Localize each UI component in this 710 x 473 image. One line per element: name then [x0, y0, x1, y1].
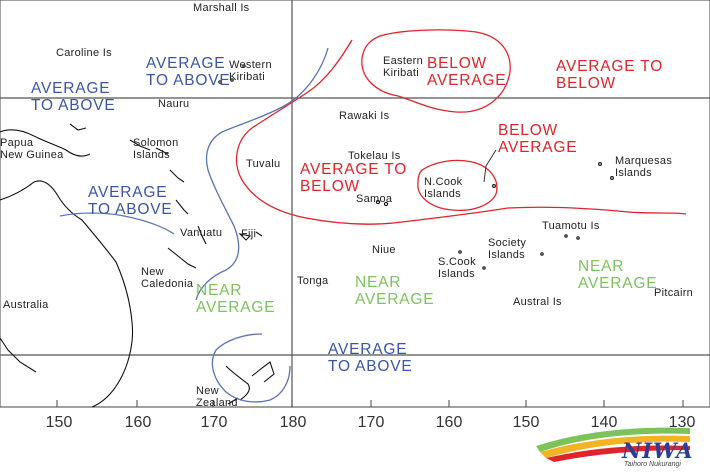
axis-tick-label: 160: [124, 414, 152, 431]
label-nauru: Nauru: [158, 98, 190, 110]
pointer-line: [483, 149, 497, 183]
region-below-average: BELOW AVERAGE: [427, 55, 507, 89]
label-caroline: Caroline Is: [56, 47, 112, 59]
label-pitcairn: Pitcairn: [654, 287, 694, 299]
region-average-to-above: AVERAGE TO ABOVE: [146, 55, 231, 89]
region-average-to-above: AVERAGE TO ABOVE: [88, 184, 173, 218]
label-marquesas: Marquesas Islands: [615, 155, 673, 179]
label-tonga: Tonga: [297, 275, 329, 287]
blue-contours: [59, 47, 329, 403]
label-tuamotu: Tuamotu Is: [542, 220, 600, 232]
label-new-caledonia: New Caledonia: [141, 266, 194, 290]
axis-tick-label: 160: [435, 414, 463, 431]
label-samoa: Samoa: [356, 193, 393, 205]
region-near-average: NEAR AVERAGE: [578, 258, 658, 292]
label-vanuatu: Vanuatu: [180, 227, 223, 239]
niwa-swoosh: [536, 427, 690, 462]
red-contours: [235, 29, 687, 225]
label-solomon: Solomon Islands: [133, 137, 179, 161]
label-n-cook: N.Cook Islands: [424, 176, 463, 200]
region-average-to-below: AVERAGE TO BELOW: [556, 58, 664, 92]
map-frame: [0, 0, 710, 408]
axis-ticks: [56, 400, 684, 407]
label-tuvalu: Tuvalu: [246, 158, 281, 170]
region-near-average: NEAR AVERAGE: [355, 274, 435, 308]
axis-tick-label: 150: [45, 414, 73, 431]
region-below-average: BELOW AVERAGE: [498, 122, 578, 156]
label-s-cook: S.Cook Islands: [438, 256, 476, 280]
label-tokelau: Tokelau Is: [348, 150, 401, 162]
label-rawaki: Rawaki Is: [339, 110, 390, 122]
region-average-to-below: AVERAGE TO BELOW: [300, 161, 408, 195]
label-australia: Australia: [3, 299, 49, 311]
axis-tick-label: 130: [668, 414, 696, 431]
axis-tick-label: 150: [512, 414, 540, 431]
axis-tick-label: 170: [200, 414, 228, 431]
label-fiji: Fiji: [241, 228, 257, 240]
label-austral: Austral Is: [513, 296, 562, 308]
label-marshall: Marshall Is: [193, 2, 250, 14]
axis-tick-label: 170: [357, 414, 385, 431]
label-eastern-kiribati: Eastern Kiribati: [383, 55, 424, 79]
island-shapes: [129, 64, 614, 405]
axis-tick-label: 140: [590, 414, 618, 431]
region-average-to-above: AVERAGE TO ABOVE: [31, 80, 116, 114]
png-coast: [0, 123, 91, 157]
region-average-to-above: AVERAGE TO ABOVE: [328, 341, 413, 375]
label-society: Society Islands: [488, 237, 527, 261]
australia-coast: [0, 180, 134, 408]
region-near-average: NEAR AVERAGE: [196, 282, 276, 316]
niwa-logo: NIWA: [622, 438, 694, 463]
axis-tick-label: 180: [279, 414, 307, 431]
label-niue: Niue: [372, 244, 396, 256]
label-papua: Papua New Guinea: [0, 137, 64, 161]
niwa-tagline: Taihoro Nukurangi: [624, 461, 681, 468]
label-western-kiribati: Western Kiribati: [229, 59, 272, 83]
label-new-zealand: New Zealand: [196, 385, 238, 409]
